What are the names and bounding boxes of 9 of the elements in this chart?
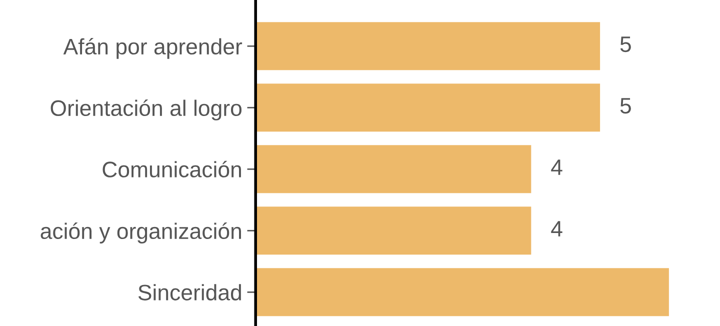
y-tick-label: Sinceridad [138, 284, 241, 300]
data-label: 5 [620, 36, 631, 52]
data-label: 4 [551, 160, 562, 175]
data-label: 4 [551, 221, 562, 236]
y-tick-label: Orientación al logro [50, 99, 242, 120]
data-label: 5 [620, 98, 631, 114]
y-tick-label: ación y organización [40, 222, 241, 244]
y-tick-label: Afán por aprender [63, 38, 242, 59]
y-tick-label: Comunicación [102, 160, 241, 178]
